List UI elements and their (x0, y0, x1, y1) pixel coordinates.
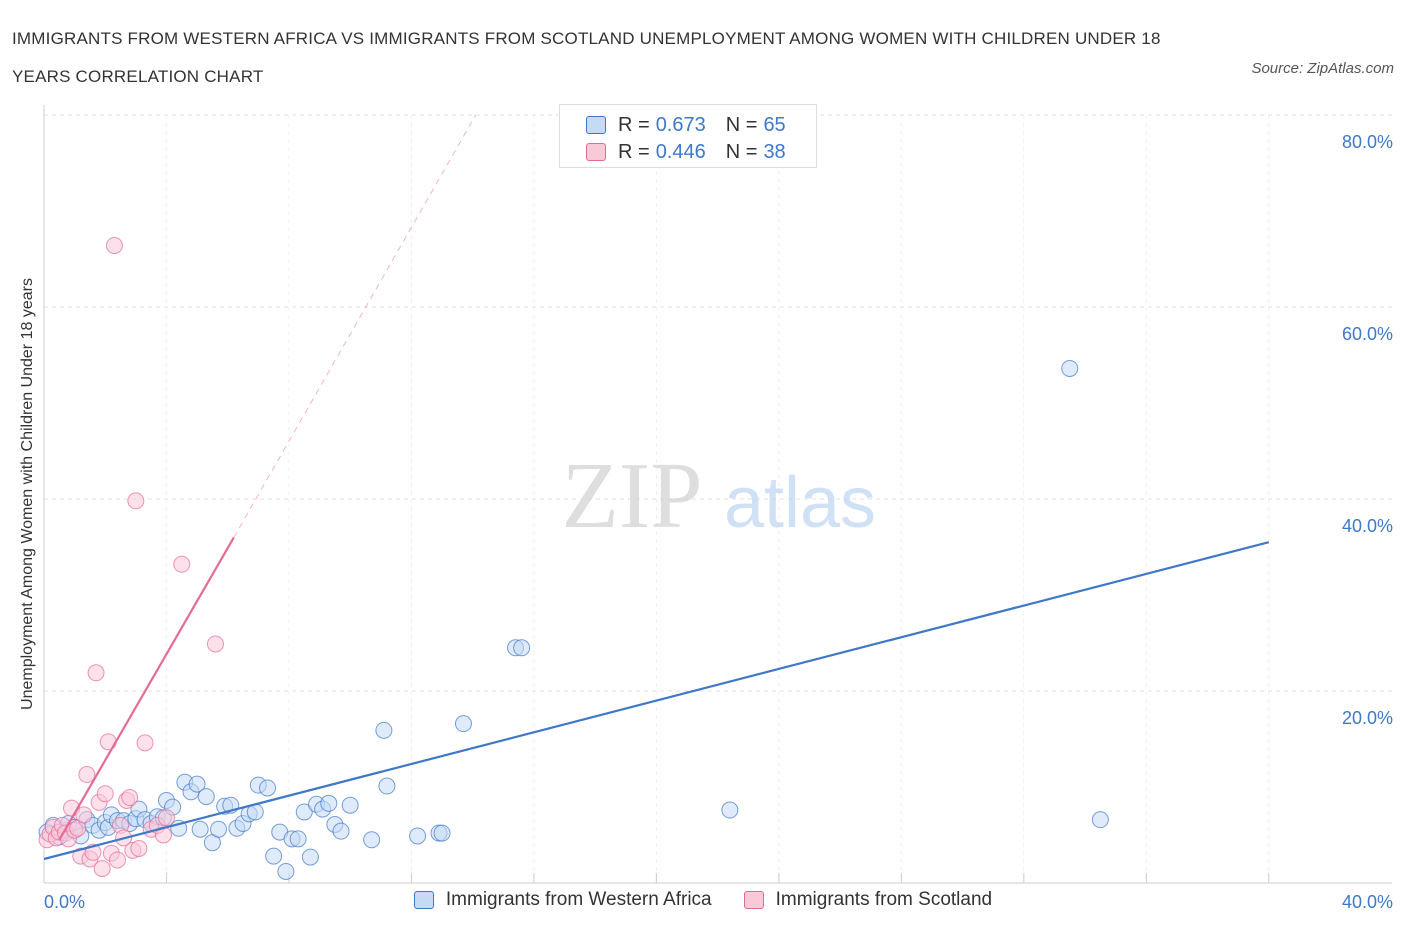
data-point (105, 237, 123, 255)
chart-title: IMMIGRANTS FROM WESTERN AFRICA VS IMMIGR… (12, 29, 1161, 86)
data-point (188, 775, 206, 793)
legend-label: Immigrants from Scotland (775, 889, 993, 910)
legend-n-value: 65 (763, 113, 786, 136)
data-point (375, 721, 393, 739)
data-point (206, 635, 224, 653)
data-point (99, 733, 117, 751)
data-point (341, 796, 359, 814)
data-point (121, 789, 139, 807)
series-western-africa (38, 359, 1109, 880)
x-tick-label: 0.0% (44, 892, 85, 912)
data-point (265, 847, 283, 865)
legend-n-label: N = (725, 113, 758, 136)
legend-item-western-africa: Immigrants from Western Africa (413, 889, 712, 911)
legend-r-label: R = (618, 140, 650, 163)
data-point (259, 779, 277, 797)
watermark-atlas: atlas (724, 463, 876, 543)
trend-line-western-africa (43, 541, 1270, 861)
legend-n-value: 38 (763, 140, 786, 163)
trend-line-scotland (58, 536, 235, 841)
legend-item-scotland: Immigrants from Scotland (743, 889, 993, 911)
data-point (1091, 811, 1109, 829)
data-point (277, 862, 295, 880)
axis-layer (43, 105, 1392, 884)
watermark-zip: ZIP (562, 444, 703, 548)
data-point (289, 830, 307, 848)
data-point (78, 766, 96, 784)
data-point (409, 827, 427, 845)
legend-label: Immigrants from Western Africa (445, 889, 712, 910)
series-layer (38, 237, 1109, 880)
data-point (191, 820, 209, 838)
legend-r-label: R = (618, 113, 650, 136)
data-point (157, 809, 175, 827)
legend-swatch-pink (743, 891, 764, 909)
data-point (130, 839, 148, 857)
data-point (433, 824, 451, 842)
y-tick-label: 60.0% (1342, 324, 1393, 344)
data-point (363, 831, 381, 849)
grid-layer (44, 114, 1392, 883)
source-label: Source: ZipAtlas.com (1251, 60, 1394, 77)
data-point (173, 555, 191, 573)
data-point (93, 860, 111, 878)
legend-n-label: N = (725, 140, 758, 163)
legend-row-western-africa: R = 0.673 N = 65 (586, 113, 786, 137)
legend-swatch-blue (586, 116, 606, 134)
correlation-legend: R = 0.673 N = 65 R = 0.446 N = 38 (559, 104, 817, 168)
data-point (75, 806, 93, 824)
data-point (332, 822, 350, 840)
data-point (295, 803, 313, 821)
data-point (108, 851, 126, 869)
legend-r-value: 0.446 (655, 140, 706, 163)
data-point (301, 848, 319, 866)
data-point (320, 794, 338, 812)
watermark: ZIP atlas (562, 444, 877, 548)
data-point (96, 785, 114, 803)
x-tick-label: 40.0% (1342, 892, 1393, 912)
series-legend: Immigrants from Western Africa Immigrant… (0, 889, 1406, 911)
y-tick-label: 80.0% (1342, 132, 1393, 152)
data-point (454, 715, 472, 733)
data-point (87, 664, 105, 682)
series-scotland (38, 237, 224, 878)
legend-r-value: 0.673 (655, 113, 706, 136)
trend-layer (43, 114, 1270, 861)
data-point (721, 801, 739, 819)
data-point (136, 734, 154, 752)
data-point (1061, 359, 1079, 377)
data-point (197, 788, 215, 806)
data-point (378, 777, 396, 795)
legend-row-scotland: R = 0.446 N = 38 (586, 140, 786, 164)
trend-extension-scotland (233, 114, 477, 538)
data-point (210, 820, 228, 838)
data-point (127, 492, 145, 510)
y-tick-label: 20.0% (1342, 708, 1393, 728)
legend-swatch-pink (586, 143, 606, 161)
data-point (513, 639, 531, 657)
legend-swatch-blue (413, 891, 434, 909)
y-tick-label: 40.0% (1342, 516, 1393, 536)
tick-labels: 20.0% 40.0% 60.0% 80.0% 0.0% 40.0% (44, 132, 1393, 912)
